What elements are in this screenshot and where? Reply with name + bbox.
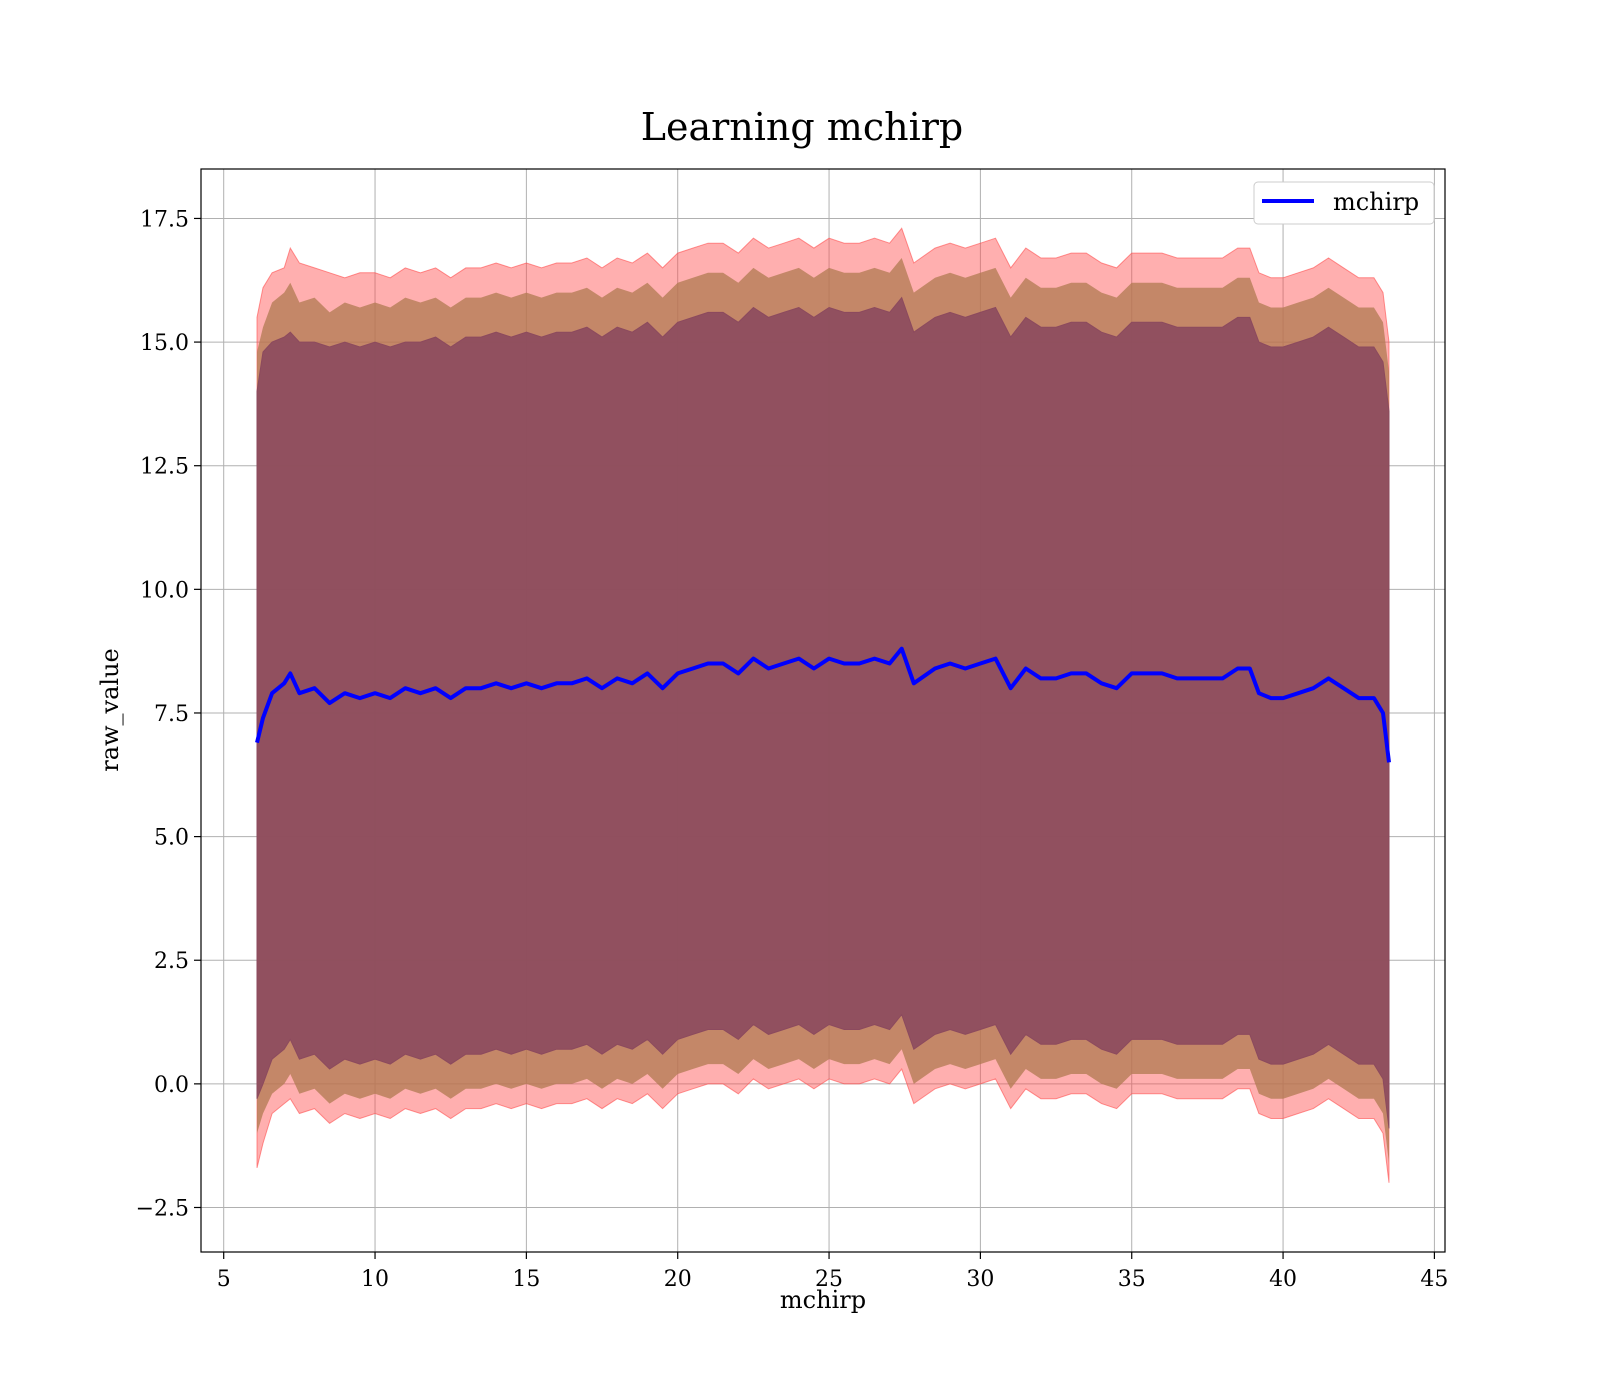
x-tick-label-8: 45 (1420, 1267, 1448, 1292)
x-tick-label-6: 35 (1118, 1267, 1146, 1292)
x-tick-label-7: 40 (1269, 1267, 1297, 1292)
y-tick-label-7: 15.0 (140, 331, 189, 356)
x-axis-ticks: 5 10 15 20 25 30 35 40 45 (217, 1252, 1448, 1292)
x-axis-label: mchirp (780, 1286, 866, 1314)
y-tick-label-1: 0.0 (154, 1073, 189, 1098)
legend-entry-mchirp: mchirp (1333, 188, 1419, 216)
legend: mchirp (1253, 181, 1435, 225)
y-axis-label: raw_value (96, 648, 124, 772)
chart-title: Learning mchirp (641, 105, 963, 149)
y-tick-label-8: 17.5 (140, 207, 189, 232)
confidence-bands (256, 227, 1390, 1183)
y-tick-label-0: −2.5 (136, 1196, 189, 1221)
y-tick-label-4: 7.5 (154, 702, 189, 727)
x-tick-label-1: 10 (361, 1267, 389, 1292)
x-tick-label-5: 30 (966, 1267, 994, 1292)
x-tick-label-0: 5 (217, 1267, 231, 1292)
series-line-mchirp (255, 646, 1391, 763)
y-tick-label-5: 10.0 (140, 578, 189, 603)
y-tick-label-6: 12.5 (140, 455, 189, 480)
y-tick-label-3: 5.0 (154, 826, 189, 851)
x-tick-label-4: 25 (815, 1267, 843, 1292)
legend-box (1253, 181, 1435, 225)
plot-frame (200, 168, 1446, 1253)
series-lines (255, 646, 1391, 763)
y-tick-label-2: 2.5 (154, 949, 189, 974)
x-tick-label-3: 20 (664, 1267, 692, 1292)
band-inner (256, 296, 1390, 1129)
x-tick-label-2: 15 (512, 1267, 540, 1292)
y-axis-ticks: −2.5 0.0 2.5 5.0 7.5 10.0 12.5 15.0 17.5 (136, 207, 201, 1221)
